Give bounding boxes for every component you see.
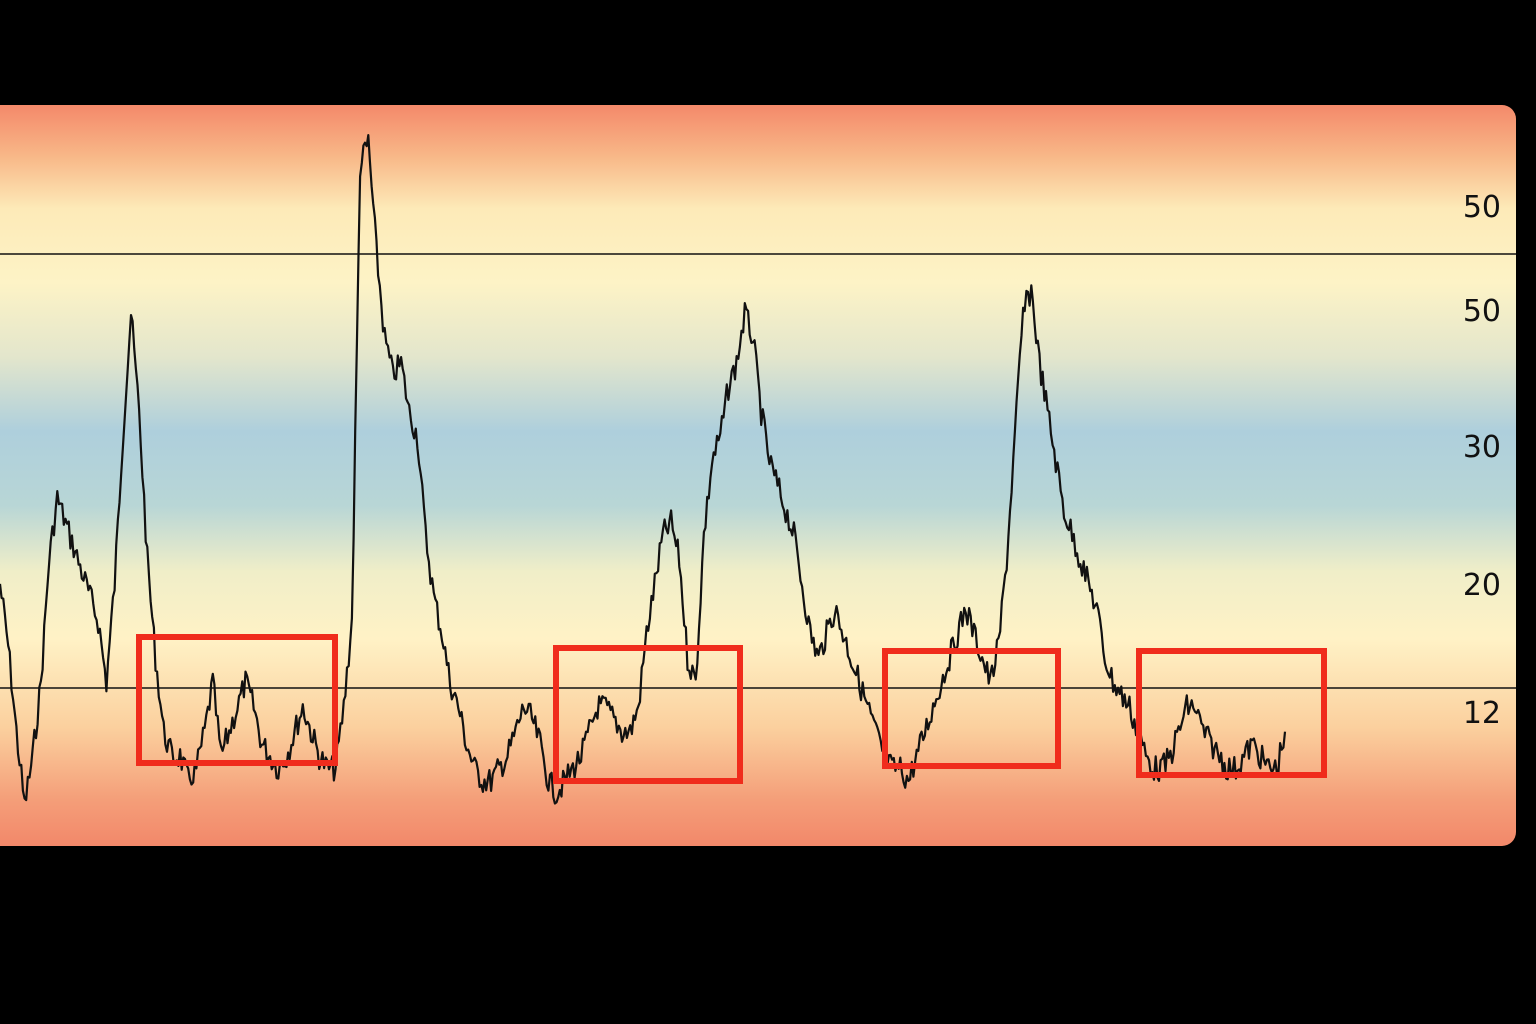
y-tick-label: 30 bbox=[1463, 430, 1501, 465]
highlight-box-3 bbox=[882, 648, 1061, 769]
chart-panel: 50 50 30 20 12 bbox=[0, 105, 1516, 846]
y-tick-label: 12 bbox=[1463, 696, 1501, 731]
price-chart: 50 50 30 20 12 bbox=[0, 134, 1516, 805]
highlight-box-1 bbox=[136, 634, 338, 766]
highlight-box-2 bbox=[553, 645, 743, 784]
highlight-box-4 bbox=[1136, 648, 1327, 778]
y-tick-label: 50 bbox=[1463, 294, 1501, 329]
y-tick-label: 50 bbox=[1463, 190, 1501, 225]
price-series-line bbox=[0, 134, 1287, 805]
series-layer bbox=[0, 134, 1287, 805]
y-tick-label: 20 bbox=[1463, 568, 1501, 603]
